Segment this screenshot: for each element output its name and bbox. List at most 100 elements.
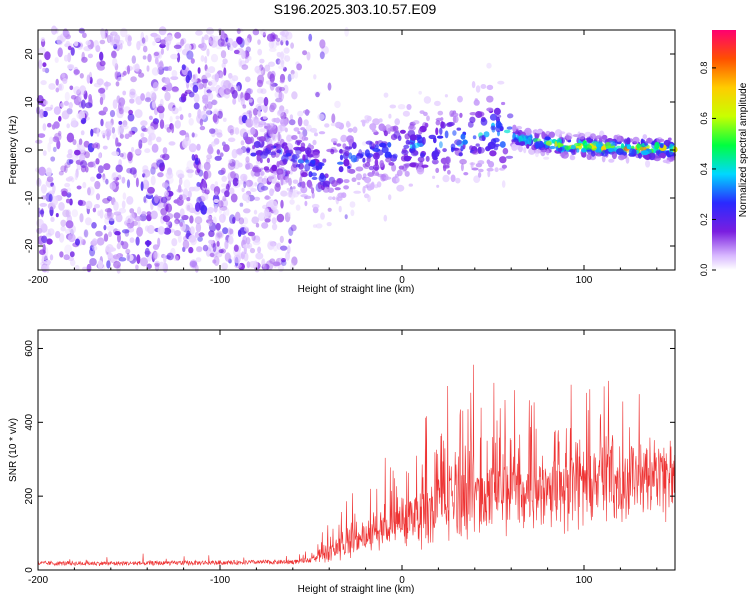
- spectrogram-noise-cell: [111, 173, 117, 181]
- spectrogram-noise-cell: [263, 96, 269, 107]
- spectrogram-noise-cell: [206, 27, 214, 35]
- spectrogram-ridge-cell: [425, 155, 430, 162]
- spectrogram-noise-cell: [255, 252, 264, 260]
- spectrogram-noise-cell: [120, 99, 124, 110]
- spectrogram-ridge-cell: [278, 173, 284, 180]
- spectrogram-noise-cell: [192, 84, 199, 93]
- spectrogram-ridge-cell: [659, 143, 664, 149]
- spectrogram-noise-cell: [238, 217, 245, 225]
- spectrogram-ridge-cell: [327, 196, 333, 201]
- spectrogram-ridge-cell: [379, 142, 387, 148]
- colorbar-label: Normalized spectral amplitude: [738, 82, 749, 217]
- spectrogram-noise-cell: [130, 212, 135, 222]
- spectrogram-noise-cell: [79, 73, 84, 79]
- spectrogram-noise-cell: [232, 177, 239, 187]
- spectrogram-noise-cell: [68, 159, 74, 165]
- spectrogram-ridge-cell: [450, 174, 456, 183]
- spectrogram-ridge-cell: [351, 142, 357, 149]
- spectrogram-noise-cell: [157, 103, 164, 111]
- spectrogram-ridge-cell: [318, 162, 325, 167]
- spectrogram-noise-cell: [194, 73, 198, 83]
- spectrogram-noise-cell: [154, 262, 160, 267]
- spectrogram-noise-cell: [288, 119, 296, 126]
- spectrogram-ridge-cell: [336, 143, 342, 147]
- spectrogram-noise-cell: [142, 173, 146, 178]
- spectrogram-ridge-cell: [409, 134, 417, 141]
- spectrogram-noise-cell: [229, 187, 235, 195]
- spectrogram-noise-cell: [268, 61, 275, 67]
- spectrogram-noise-cell: [153, 251, 160, 259]
- spectrogram-ridge-cell: [365, 140, 373, 145]
- spectrogram-noise-cell: [47, 142, 52, 153]
- spectrogram-noise-cell: [227, 227, 232, 236]
- spectrogram-noise-cell: [58, 115, 62, 122]
- spectrogram-noise-cell: [114, 34, 121, 44]
- spectrogram-ridge-cell: [326, 222, 332, 227]
- spectrogram-ridge-cell: [608, 158, 615, 163]
- spectrogram-noise-cell: [269, 73, 275, 83]
- spectrogram-noise-cell: [45, 247, 49, 257]
- colorbar-tick-label: 0.4: [699, 163, 709, 176]
- spectrogram-noise-cell: [277, 131, 281, 142]
- spectrogram-ridge-cell: [457, 95, 463, 103]
- spectrogram-ridge-cell: [402, 110, 410, 117]
- spectrogram-ridge-cell: [317, 113, 325, 121]
- spectrogram-noise-cell: [195, 257, 202, 263]
- spectrogram-noise-cell: [240, 173, 248, 182]
- spectrogram-noise-cell: [276, 87, 282, 92]
- spectrogram-noise-cell: [126, 179, 131, 189]
- spectrogram-noise-cell: [209, 252, 215, 258]
- spectrogram-noise-cell: [41, 253, 48, 261]
- spectrogram-noise-cell: [162, 215, 171, 223]
- spectrogram-ridge-cell: [453, 115, 459, 123]
- spectrogram-ridge-cell: [462, 139, 468, 145]
- spectrogram-ridge-cell: [395, 177, 400, 183]
- spectrogram-noise-cell: [67, 64, 75, 70]
- spectrogram-noise-cell: [211, 98, 217, 106]
- spectrogram-ridge-cell: [311, 151, 320, 159]
- spectrogram-noise-cell: [214, 73, 219, 83]
- spectrogram-noise-cell: [186, 169, 194, 174]
- spectrogram-noise-cell: [56, 140, 61, 150]
- spectrogram-noise-cell: [130, 126, 138, 134]
- spectrogram-noise-cell: [138, 72, 145, 78]
- spectrogram-noise-cell: [104, 212, 113, 220]
- spectrogram-noise-cell: [202, 94, 209, 102]
- spectrogram-x-tick-label: 0: [399, 275, 405, 286]
- spectrogram-ridge-cell: [266, 157, 270, 164]
- spectrogram-noise-cell: [204, 34, 209, 41]
- spectrogram-noise-cell: [280, 245, 288, 251]
- spectrogram-noise-cell: [85, 217, 92, 226]
- spectrogram-noise-cell: [283, 84, 289, 94]
- spectrogram-ridge-cell: [669, 156, 676, 161]
- spectrogram-noise-cell: [41, 264, 48, 271]
- spectrogram-noise-cell: [103, 224, 107, 231]
- spectrogram-noise-cell: [122, 90, 127, 96]
- spectrogram-ridge-cell: [250, 152, 257, 157]
- spectrogram-noise-cell: [69, 85, 74, 91]
- spectrogram-noise-cell: [294, 71, 299, 79]
- spectrogram-noise-cell: [259, 128, 266, 133]
- spectrogram-noise-cell: [135, 177, 139, 188]
- spectrogram-noise-cell: [129, 167, 137, 175]
- spectrogram-noise-cell: [244, 226, 250, 232]
- spectrogram-ridge-cell: [460, 163, 464, 172]
- spectrogram-noise-cell: [165, 191, 169, 197]
- spectrogram-noise-cell: [141, 128, 149, 132]
- spectrogram-y-tick-label: -20: [24, 238, 35, 253]
- spectrogram-noise-cell: [334, 100, 341, 109]
- spectrogram-noise-cell: [257, 212, 266, 222]
- spectrogram-noise-cell: [70, 177, 75, 183]
- spectrogram-noise-cell: [194, 210, 201, 215]
- spectrogram-ridge-cell: [379, 160, 385, 168]
- spectrogram-noise-cell: [116, 242, 121, 250]
- spectrogram-noise-cell: [209, 222, 217, 233]
- chart-title: S196.2025.303.10.57.E09: [274, 1, 437, 17]
- spectrogram-noise-cell: [224, 252, 231, 262]
- spectrogram-ridge-cell: [290, 158, 296, 162]
- spectrogram-noise-cell: [142, 45, 148, 53]
- spectrogram-ridge-cell: [444, 130, 449, 139]
- spectrogram-noise-cell: [92, 207, 97, 213]
